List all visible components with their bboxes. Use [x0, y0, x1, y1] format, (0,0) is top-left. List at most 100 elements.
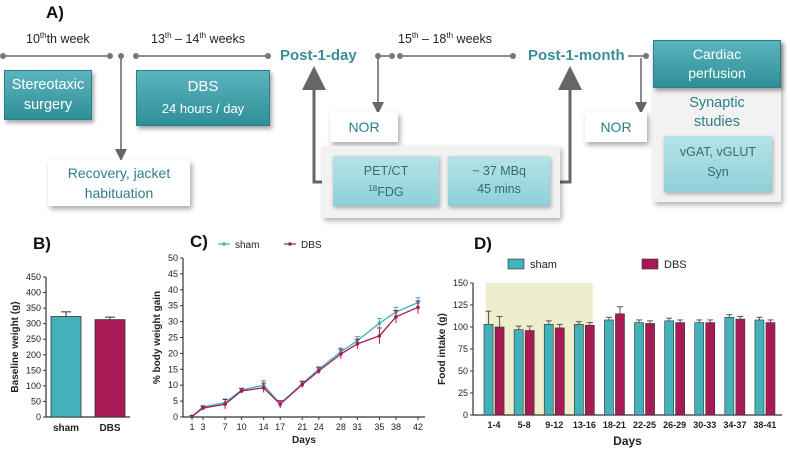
chart-d-ytick-label: 125: [453, 300, 468, 310]
chart-d-bar-DBS: [524, 330, 535, 416]
chart-b-bar-DBS: [94, 319, 126, 418]
chart-c-point-sham: [377, 321, 382, 325]
chart-b-ytick-label: 150: [26, 365, 41, 375]
chart-d-xlabel: Days: [613, 434, 642, 448]
chart-d-bar-DBS: [585, 324, 595, 416]
chart-b-ylabel: Baseline weight (g): [10, 301, 21, 392]
chart-c-ytick-label: 40: [168, 285, 178, 295]
chart-c-ytick-label: 35: [168, 301, 178, 311]
chart-c-point-DBS: [201, 406, 205, 410]
chart-b-ytick-label: 300: [26, 319, 41, 329]
nor2-box: NOR: [585, 112, 647, 142]
chart-c-ytick-label: 10: [168, 380, 178, 390]
chart-b-ytick-label: 350: [26, 303, 41, 313]
panel-d-letter: D): [474, 234, 492, 253]
chart-c-xtick-label: 42: [413, 422, 423, 432]
chart-d-ytick-label: 0: [463, 410, 468, 420]
synaptic-studies-label: Synaptic studies: [689, 95, 745, 130]
chart-c-xtick-label: 24: [314, 422, 324, 432]
chart-c-legend-marker-sham: [222, 242, 226, 246]
chart-c-xtick-label: 1: [189, 422, 194, 432]
chart-c-ylabel: % body weight gain: [152, 291, 163, 384]
recovery-box: Recovery, jacket habituation: [48, 160, 190, 206]
chart-c-point-DBS: [355, 342, 360, 346]
chart-d-ylabel: Food intake (g): [437, 313, 448, 385]
chart-b-xtick-label: sham: [53, 423, 79, 434]
chart-c-ytick-label: 45: [168, 269, 178, 279]
chart-c-xtick-label: 31: [352, 422, 362, 432]
chart-c-ytick-label: 15: [168, 364, 178, 374]
chart-d-ytick-label: 100: [453, 322, 468, 332]
chart-c-xtick-label: 38: [391, 422, 401, 432]
chart-b-ytick-label: 200: [26, 350, 41, 360]
chart-d-bar-sham: [513, 329, 524, 416]
chart-d-bar-DBS: [705, 322, 716, 416]
chart-d-bar-DBS: [765, 322, 776, 416]
chart-d-bar-DBS: [554, 327, 565, 416]
chart-c-ytick-label: 5: [173, 396, 178, 406]
week10-label: 10thth week: [26, 31, 90, 47]
chart-c-xtick-label: 7: [223, 422, 228, 432]
chart-c-xtick-label: 3: [201, 422, 206, 432]
chart-c-ytick-label: 50: [168, 253, 178, 263]
chart-c-point-DBS: [261, 385, 266, 390]
chart-d-bar-sham: [754, 319, 765, 416]
chart-c-point-DBS: [300, 382, 305, 387]
chart-d-xtick-label: 5-8: [518, 420, 531, 430]
week15-label: 15th – 18th weeks: [398, 31, 492, 47]
chart-d-bar-sham: [664, 320, 674, 416]
chart-c-point-DBS: [416, 305, 420, 310]
chart-d-xtick-label: 38-41: [753, 420, 776, 430]
chart-b-bar-sham: [50, 316, 82, 418]
chart-d-bar-sham: [543, 324, 554, 416]
chart-d-xtick-label: 34-37: [723, 420, 746, 430]
chart-d-xtick-label: 18-21: [603, 420, 626, 430]
chart-d-xtick-label: 30-33: [693, 420, 716, 430]
chart-d-bar-DBS: [615, 313, 625, 416]
chart-d-bar-sham: [604, 319, 614, 416]
chart-d-xtick-label: 22-25: [633, 420, 656, 430]
chart-d-bar-sham: [483, 324, 494, 416]
chart-b-ytick-label: 100: [26, 381, 41, 391]
chart-c-ytick-label: 25: [168, 333, 178, 343]
bracket-post1day: [302, 66, 326, 184]
chart-d-xtick-label: 13-16: [573, 420, 596, 430]
chart-c-xtick-label: 10: [237, 422, 247, 432]
chart-d-bar-DBS: [494, 326, 505, 416]
chart-c-legend-label-DBS: DBS: [301, 240, 322, 251]
chart-c-point-DBS: [223, 402, 227, 407]
chart-c-xtick-label: 17: [275, 422, 285, 432]
chart-b-ytick-label: 250: [26, 334, 41, 344]
vgat-box: vGAT, vGLUT Syn: [664, 136, 772, 192]
chart-c-xtick-label: 14: [259, 422, 269, 432]
panel-a-letter: A): [46, 3, 64, 22]
chart-d-bar-sham: [634, 322, 644, 416]
chart-d-bar-DBS: [735, 318, 746, 416]
chart-c-legend-label-sham: sham: [235, 240, 259, 251]
post-1-month-label: Post-1-month: [528, 47, 625, 64]
cardiac-perfusion-box: Cardiac perfusion: [653, 40, 781, 88]
stereotaxic-surgery-box: Stereotaxic surgery: [4, 70, 92, 120]
week13-label: 13th – 14th weeks: [151, 31, 245, 47]
chart-d-xtick-label: 26-29: [663, 420, 686, 430]
timeline-lines: [0, 53, 649, 184]
panel-b-letter: B): [33, 234, 51, 253]
chart-c-xtick-label: 35: [374, 422, 384, 432]
chart-c-ytick-label: 0: [173, 412, 178, 422]
chart-d-bar-sham: [574, 324, 584, 416]
chart-c-xlabel: Days: [292, 435, 316, 446]
nor1-box: NOR: [330, 112, 398, 142]
pet-ct-box: PET/CT 18FDG: [333, 156, 439, 206]
chart-b-ytick-label: 50: [31, 396, 41, 406]
mbq-box: ~ 37 MBq 45 mins: [448, 156, 550, 206]
chart-b-ytick-label: 0: [36, 412, 41, 422]
chart-d-ytick-label: 75: [458, 344, 468, 354]
chart-c-point-DBS: [339, 352, 343, 356]
chart-c-point-DBS: [377, 334, 382, 338]
chart-c-xtick-label: 28: [336, 422, 346, 432]
chart-d-bar-DBS: [675, 322, 685, 416]
chart-b-ytick-label: 400: [26, 288, 41, 298]
chart-d-bar-DBS: [645, 323, 655, 416]
chart-b-xtick-label: DBS: [99, 423, 120, 434]
